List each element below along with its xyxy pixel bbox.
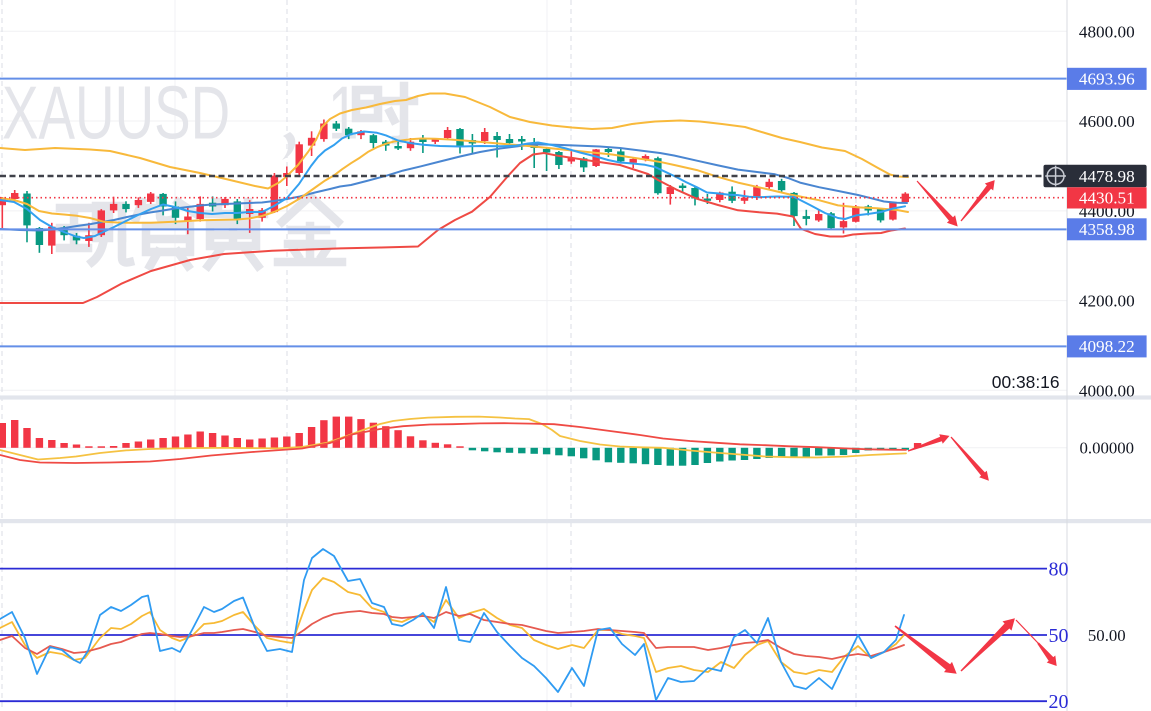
svg-text:4800.00: 4800.00: [1079, 22, 1135, 41]
svg-text:50.00: 50.00: [1088, 626, 1126, 645]
svg-text:XAUUSD: XAUUSD: [2, 71, 230, 154]
svg-text:80: 80: [1049, 558, 1069, 580]
svg-text:4358.98: 4358.98: [1079, 220, 1135, 239]
svg-text:4693.96: 4693.96: [1079, 70, 1135, 89]
svg-text:20: 20: [1049, 691, 1069, 711]
svg-text:0.00000: 0.00000: [1080, 439, 1135, 458]
svg-text:4600.00: 4600.00: [1079, 112, 1135, 131]
svg-text:4430.51: 4430.51: [1079, 189, 1135, 208]
svg-text:4098.22: 4098.22: [1079, 337, 1135, 356]
svg-text:4000.00: 4000.00: [1079, 381, 1135, 400]
svg-text:00:38:16: 00:38:16: [992, 372, 1060, 392]
svg-text:4200.00: 4200.00: [1079, 292, 1135, 311]
svg-text:4478.98: 4478.98: [1079, 167, 1135, 186]
svg-text:50: 50: [1049, 625, 1069, 647]
